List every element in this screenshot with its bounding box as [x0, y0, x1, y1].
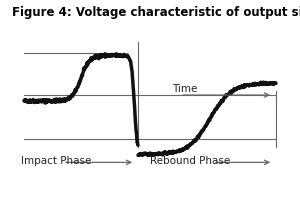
Text: Rebound Phase: Rebound Phase [150, 156, 230, 167]
Text: Time: Time [172, 84, 198, 94]
Text: Impact Phase: Impact Phase [21, 156, 92, 167]
Text: Figure 4: Voltage characteristic of output signal: Figure 4: Voltage characteristic of outp… [12, 6, 300, 19]
